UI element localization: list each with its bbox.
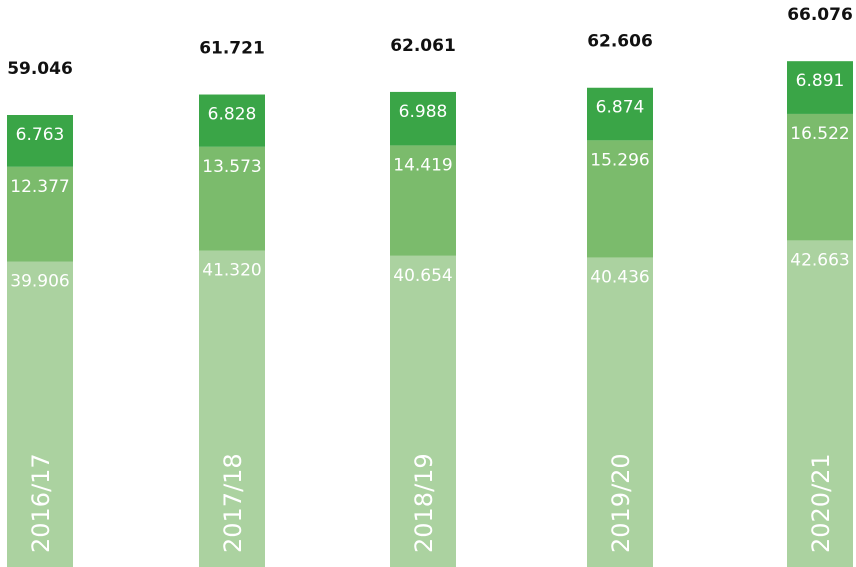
bar-segment-middle-4 bbox=[587, 140, 653, 258]
bar-segment-middle-2 bbox=[199, 146, 265, 251]
data-label-segment-middle-2: 13.573 bbox=[202, 157, 261, 177]
bar-segment-bottom-2 bbox=[199, 250, 265, 567]
data-label-segment-middle-3: 14.419 bbox=[393, 155, 452, 175]
data-label-segment-middle-4: 15.296 bbox=[590, 150, 649, 170]
category-label-1: 2016/17 bbox=[27, 453, 55, 553]
data-label-segment-top-4: 6.874 bbox=[596, 98, 645, 118]
bar-segment-middle-1 bbox=[7, 166, 73, 262]
bar-segment-top-2 bbox=[199, 94, 265, 147]
data-label-segment-top-2: 6.828 bbox=[208, 105, 257, 125]
bar-segment-bottom-3 bbox=[390, 255, 456, 567]
bar-segment-middle-5 bbox=[787, 113, 853, 241]
total-label-4: 62.606 bbox=[587, 32, 653, 52]
data-label-segment-middle-5: 16.522 bbox=[790, 124, 849, 144]
data-label-segment-bottom-5: 42.663 bbox=[790, 250, 849, 270]
total-label-3: 62.061 bbox=[390, 36, 456, 56]
bar-segment-top-3 bbox=[390, 91, 456, 146]
bar-segment-bottom-5 bbox=[787, 240, 853, 567]
category-label-3: 2018/19 bbox=[410, 453, 438, 553]
bar-segment-middle-3 bbox=[390, 145, 456, 256]
total-label-5: 66.076 bbox=[787, 5, 853, 25]
bar-segment-bottom-1 bbox=[7, 261, 73, 567]
category-label-5: 2020/21 bbox=[807, 453, 835, 553]
bar-segment-top-1 bbox=[7, 115, 73, 167]
category-label-4: 2019/20 bbox=[607, 453, 635, 553]
total-label-1: 59.046 bbox=[7, 59, 73, 79]
data-label-segment-bottom-4: 40.436 bbox=[590, 267, 649, 287]
category-label-2: 2017/18 bbox=[219, 453, 247, 553]
data-label-segment-bottom-3: 40.654 bbox=[393, 266, 452, 286]
data-label-segment-middle-1: 12.377 bbox=[10, 177, 69, 197]
data-label-segment-top-3: 6.988 bbox=[399, 102, 448, 122]
bar-segment-top-4 bbox=[587, 87, 653, 141]
data-label-segment-bottom-2: 41.320 bbox=[202, 261, 261, 281]
bars-group bbox=[7, 61, 853, 567]
data-label-segment-top-1: 6.763 bbox=[16, 125, 65, 145]
data-label-segment-bottom-1: 39.906 bbox=[10, 272, 69, 292]
bar-segment-top-5 bbox=[787, 61, 853, 114]
bar-segment-bottom-4 bbox=[587, 257, 653, 567]
total-label-2: 61.721 bbox=[199, 39, 265, 59]
labels-group: 39.906 12.377 6.763 59.046 2016/17 41.320 13.5… bbox=[7, 5, 853, 553]
data-label-segment-top-5: 6.891 bbox=[796, 71, 845, 91]
